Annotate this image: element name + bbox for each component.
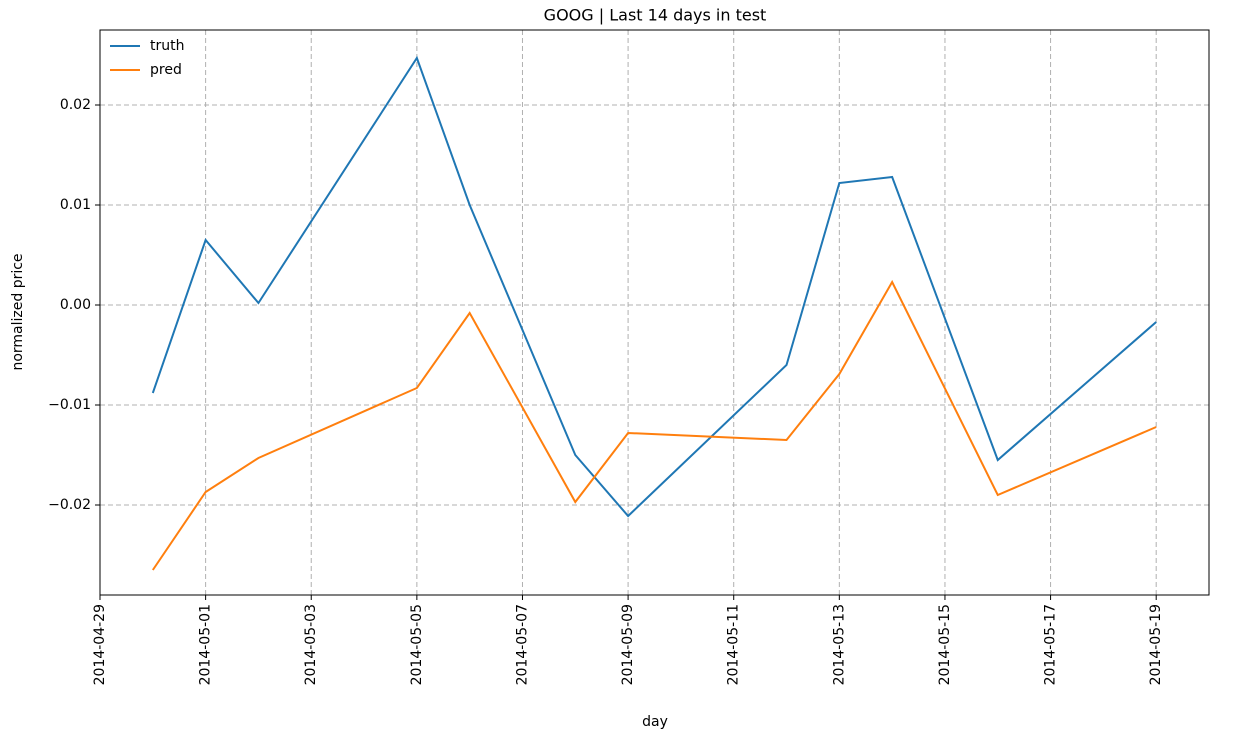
y-tick-label: 0.02 [60,97,91,113]
line-series [151,279,1157,571]
x-tick-label: 2014-05-11 [726,604,742,685]
chart-title: GOOG | Last 14 days in test [544,6,767,25]
x-tick-label: 2014-05-17 [1043,604,1059,685]
x-tick-label: 2014-05-03 [303,604,319,685]
x-axis-label: day [642,714,668,730]
x-tick-label: 2014-05-09 [620,604,636,685]
x-tick-label: 2014-05-05 [409,604,425,685]
line-series [151,55,1157,518]
y-axis-label: normalized price [10,253,26,370]
x-tick-label: 2014-04-29 [92,604,108,685]
x-tick-label: 2014-05-01 [198,604,214,685]
x-tick-label: 2014-05-07 [514,604,530,685]
plot-frame [99,29,1210,596]
y-tick-label: −0.01 [48,397,91,413]
x-tick-label: 2014-05-13 [831,604,847,685]
x-tick-label: 2014-05-15 [937,604,953,685]
y-tick-label: 0.01 [60,197,91,213]
legend-label: truth [150,38,184,54]
y-tick-label: 0.00 [60,297,91,313]
x-tick-label: 2014-05-19 [1148,604,1164,685]
legend-label: pred [150,62,182,78]
y-tick-label: −0.02 [48,497,91,513]
